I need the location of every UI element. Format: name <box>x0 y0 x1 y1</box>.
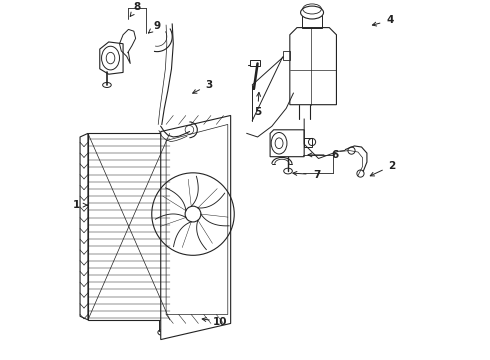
Text: 7: 7 <box>313 170 320 180</box>
Ellipse shape <box>271 132 287 154</box>
Text: 1: 1 <box>73 200 80 210</box>
Text: 8: 8 <box>134 2 141 12</box>
Polygon shape <box>290 28 337 105</box>
Ellipse shape <box>300 6 323 19</box>
Text: 6: 6 <box>331 150 338 160</box>
Polygon shape <box>161 116 231 339</box>
Bar <box>283 51 290 60</box>
Bar <box>250 60 260 66</box>
Bar <box>302 15 322 28</box>
Text: 10: 10 <box>213 317 227 327</box>
Text: 5: 5 <box>254 107 261 117</box>
Text: 3: 3 <box>205 80 213 90</box>
Polygon shape <box>80 134 88 320</box>
Polygon shape <box>100 42 123 74</box>
Text: 9: 9 <box>153 21 161 31</box>
Bar <box>304 138 312 147</box>
Ellipse shape <box>101 46 120 70</box>
Ellipse shape <box>185 206 201 222</box>
Bar <box>159 320 166 330</box>
Polygon shape <box>270 130 304 157</box>
Text: 2: 2 <box>389 161 395 171</box>
Text: 4: 4 <box>387 15 394 26</box>
Bar <box>88 134 170 320</box>
